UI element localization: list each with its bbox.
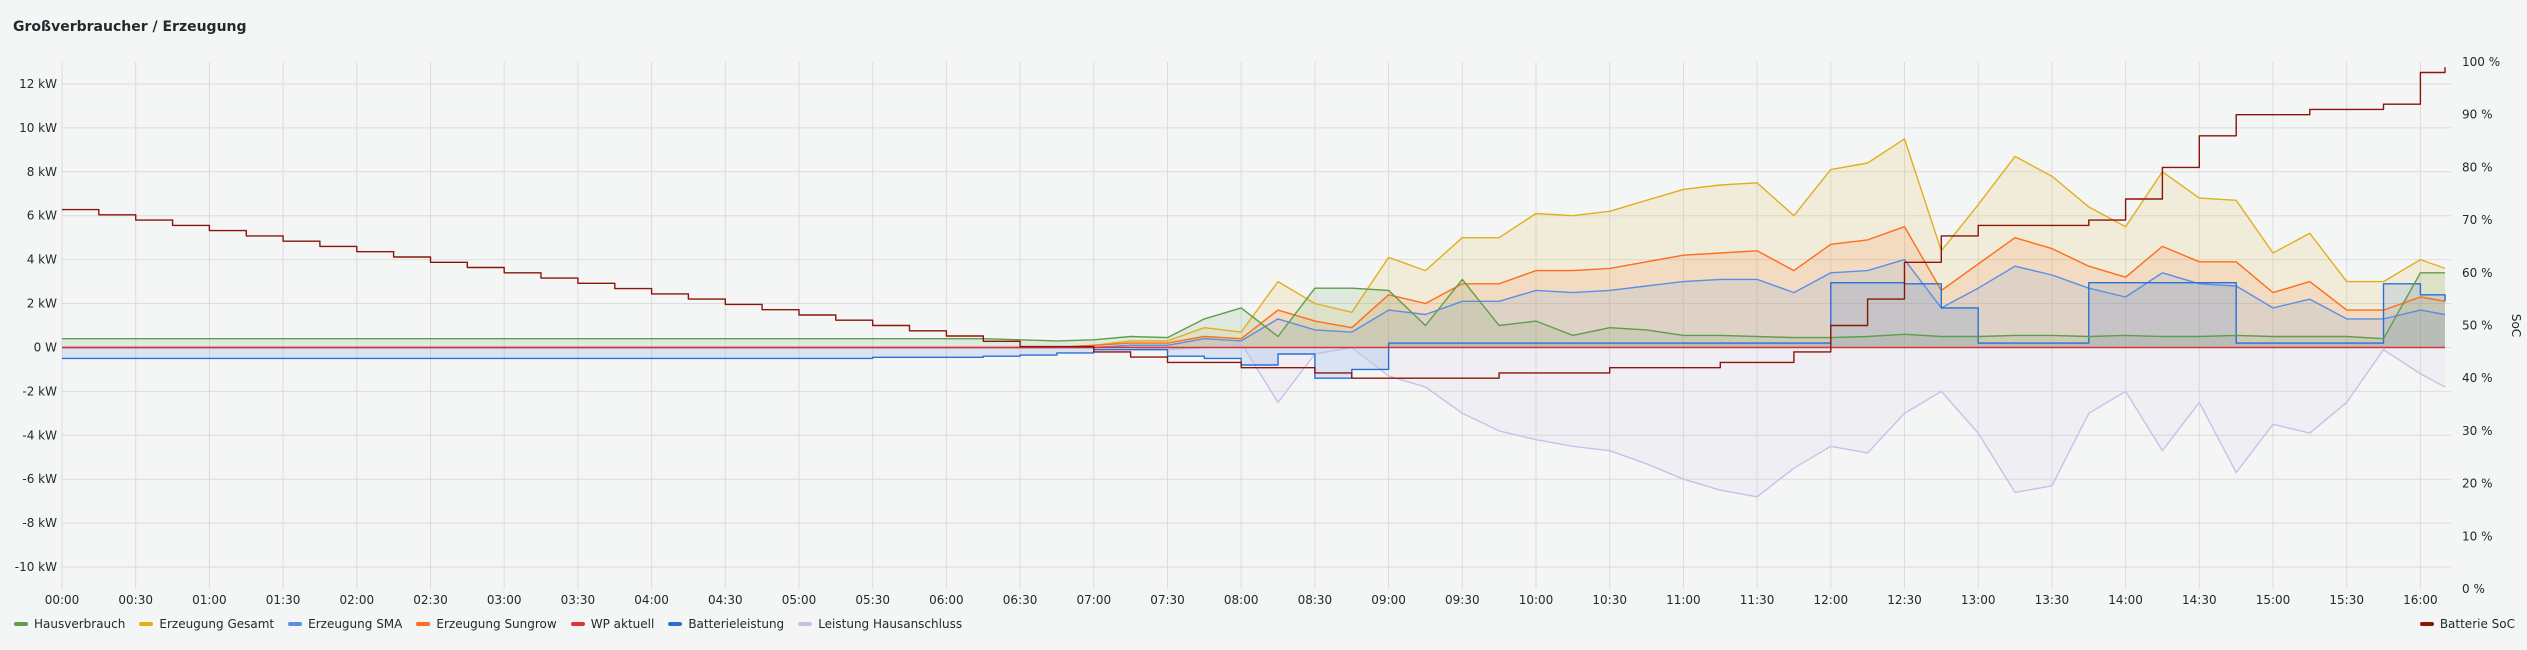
x-tick-label: 05:30 <box>855 593 890 607</box>
y-right-tick-label: 100 % <box>2462 55 2500 69</box>
legend-swatch <box>288 622 303 626</box>
x-tick-label: 16:00 <box>2403 593 2438 607</box>
series-line-batterie-soc <box>62 67 2446 379</box>
legend-item-erzeugung-sma[interactable]: Erzeugung SMA <box>288 617 402 631</box>
x-tick-label: 03:30 <box>561 593 596 607</box>
legend-swatch <box>416 622 431 626</box>
y-left-tick-label: -6 kW <box>22 472 57 486</box>
x-tick-label: 03:00 <box>487 593 522 607</box>
series-line-hausverbrauch <box>62 272 2445 342</box>
x-tick-label: 09:30 <box>1445 593 1480 607</box>
legend-swatch <box>668 622 683 626</box>
legend: Hausverbrauch Erzeugung Gesamt Erzeugung… <box>14 617 962 631</box>
y-left-tick-label: 0 W <box>34 340 57 354</box>
x-tick-label: 01:00 <box>192 593 227 607</box>
series-fill-hausverbrauch <box>62 272 2445 348</box>
x-tick-label: 10:30 <box>1592 593 1627 607</box>
x-tick-label: 11:00 <box>1666 593 1701 607</box>
legend-label: Erzeugung SMA <box>308 617 403 631</box>
y-right-tick-label: 80 % <box>2462 160 2493 174</box>
x-tick-label: 05:00 <box>782 593 817 607</box>
x-tick-label: 13:30 <box>2035 593 2070 607</box>
y-left-tick-label: 4 kW <box>27 253 57 267</box>
legend-label: Leistung Hausanschluss <box>818 617 963 631</box>
series-fill-erzeugung-sungrow <box>62 226 2445 348</box>
y-right-tick-label: 70 % <box>2462 213 2493 227</box>
y-left-tick-label: 10 kW <box>19 121 57 135</box>
y-right-tick-label: 30 % <box>2462 424 2493 438</box>
y-left-tick-label: -8 kW <box>22 516 57 530</box>
legend-swatch <box>570 622 585 626</box>
series-fill-leistung-hausanschluss <box>62 343 2445 497</box>
y-right-tick-label: 90 % <box>2462 108 2493 122</box>
legend-swatch <box>139 622 154 626</box>
legend-label: WP aktuell <box>590 617 655 631</box>
legend-swatch <box>798 622 813 626</box>
x-tick-label: 13:00 <box>1961 593 1996 607</box>
legend-item-erzeugung-gesamt[interactable]: Erzeugung Gesamt <box>139 617 274 631</box>
y-right-tick-label: 20 % <box>2462 477 2493 491</box>
legend-swatch <box>2419 622 2434 626</box>
y-left-tick-label: 2 kW <box>27 297 57 311</box>
x-tick-label: 12:00 <box>1814 593 1849 607</box>
x-tick-label: 09:00 <box>1371 593 1406 607</box>
y-right-tick-label: 0 % <box>2462 582 2485 596</box>
series-lines <box>62 67 2446 498</box>
y-left-tick-label: 8 kW <box>27 165 57 179</box>
y-left-tick-label: -2 kW <box>22 384 57 398</box>
y-left-tick-label: 12 kW <box>19 77 57 91</box>
legend-right: Batterie SoC <box>2419 617 2515 631</box>
x-tick-label: 02:00 <box>340 593 375 607</box>
x-tick-label: 04:30 <box>708 593 743 607</box>
y-left-tick-label: -4 kW <box>22 428 57 442</box>
legend-item-leistung-hausanschluss[interactable]: Leistung Hausanschluss <box>798 617 962 631</box>
series-line-batterieleistung <box>62 282 2446 379</box>
x-tick-label: 14:00 <box>2108 593 2143 607</box>
x-tick-label: 06:30 <box>1003 593 1038 607</box>
legend-label: Erzeugung Gesamt <box>159 617 275 631</box>
y-right-tick-label: 10 % <box>2462 529 2493 543</box>
grid <box>61 62 2451 589</box>
x-tick-label: 10:00 <box>1519 593 1554 607</box>
x-tick-label: 07:30 <box>1150 593 1185 607</box>
legend-label: Batterie SoC <box>2439 617 2515 631</box>
x-tick-label: 07:00 <box>1077 593 1112 607</box>
x-tick-label: 01:30 <box>266 593 301 607</box>
panel-title: Großverbraucher / Erzeugung <box>13 19 247 35</box>
y-right-tick-label: 60 % <box>2462 266 2493 280</box>
legend-item-hausverbrauch[interactable]: Hausverbrauch <box>14 617 125 631</box>
x-tick-label: 06:00 <box>929 593 964 607</box>
x-tick-label: 00:30 <box>118 593 153 607</box>
legend-item-batterieleistung[interactable]: Batterieleistung <box>668 617 784 631</box>
x-tick-label: 12:30 <box>1887 593 1922 607</box>
legend-swatch <box>14 622 28 626</box>
x-tick-label: 08:30 <box>1298 593 1333 607</box>
x-tick-label: 15:30 <box>2329 593 2364 607</box>
y-right-tick-label: 50 % <box>2462 319 2493 333</box>
legend-item-erzeugung-sungrow[interactable]: Erzeugung Sungrow <box>416 617 557 631</box>
y-right-axis-label: SoC <box>2509 314 2523 337</box>
x-tick-label: 11:30 <box>1740 593 1775 607</box>
x-tick-label: 00:00 <box>45 593 80 607</box>
series-fills <box>62 138 2445 497</box>
axes: 12 kW 10 kW 8 kW 6 kW 4 kW 2 kW 0 W -2 kW -4 kW -… <box>15 55 2523 607</box>
legend-label: Erzeugung Sungrow <box>436 617 557 631</box>
legend-item-batterie-soc[interactable]: Batterie SoC <box>2419 617 2515 631</box>
series-fill-erzeugung-gesamt <box>62 138 2445 348</box>
legend-label: Batterieleistung <box>688 617 785 631</box>
legend-label: Hausverbrauch <box>34 617 126 631</box>
series-fill-batterieleistung <box>62 282 2445 379</box>
x-tick-label: 02:30 <box>413 593 448 607</box>
x-tick-label: 08:00 <box>1224 593 1259 607</box>
x-tick-label: 14:30 <box>2182 593 2217 607</box>
y-right-tick-label: 40 % <box>2462 371 2493 385</box>
x-tick-label: 04:00 <box>634 593 669 607</box>
legend-item-wp-aktuell[interactable]: WP aktuell <box>570 617 655 631</box>
y-left-tick-label: -10 kW <box>15 560 57 574</box>
x-tick-label: 15:00 <box>2256 593 2291 607</box>
y-left-tick-label: 6 kW <box>27 209 57 223</box>
